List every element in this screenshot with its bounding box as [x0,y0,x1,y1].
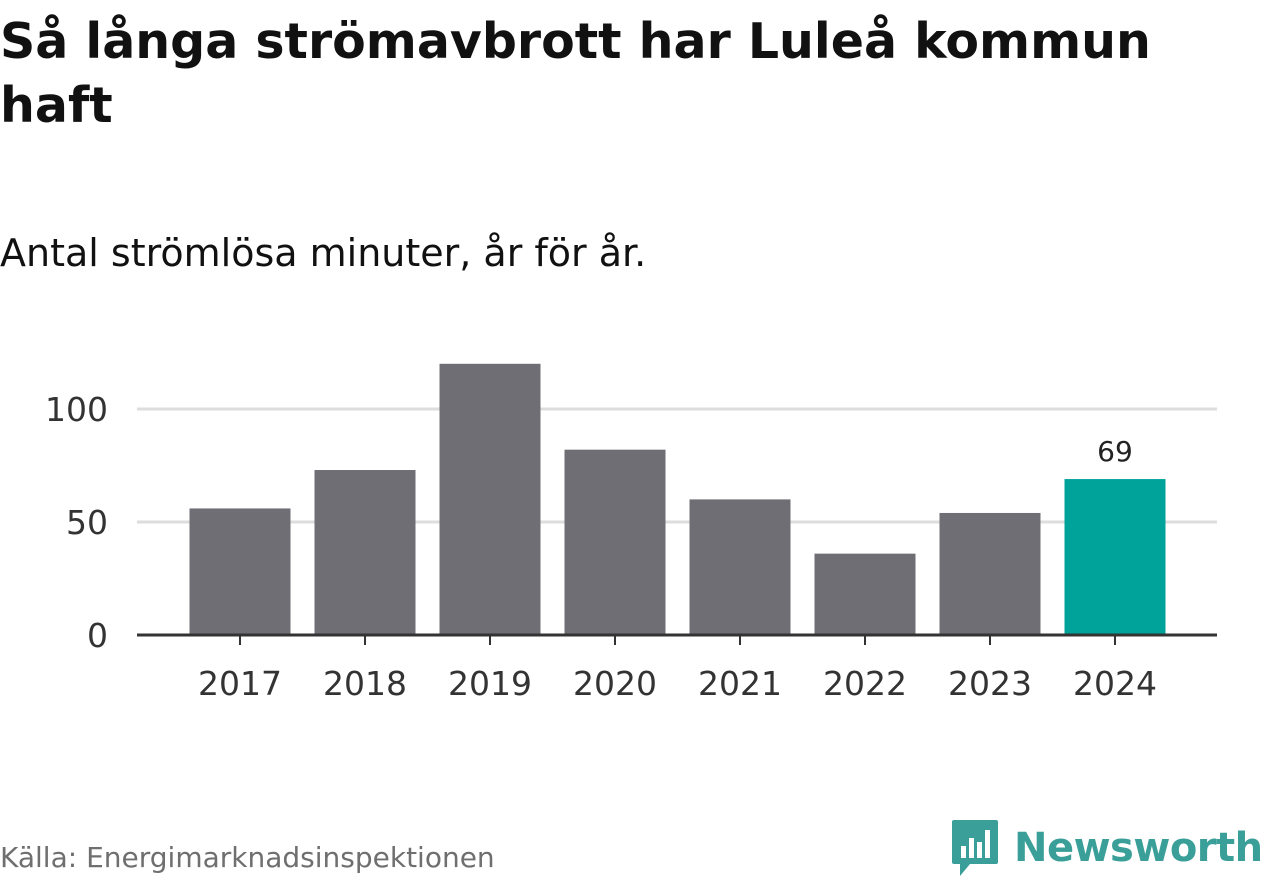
newsworthy-brand: Newsworthy [950,818,1262,878]
bar-2021 [689,499,791,635]
chart-title: Så långa strömavbrott har Luleå kommun h… [0,13,1151,134]
y-tick-label: 100 [45,390,108,429]
data-label: 69 [1097,435,1133,468]
y-tick-label: 0 [87,616,108,655]
x-tick-label: 2018 [323,664,407,703]
bar-2024 [1064,479,1166,635]
bar-2017 [189,508,291,635]
x-tick-label: 2017 [198,664,282,703]
newsworthy-logo-icon [952,820,998,876]
bar-2019 [439,363,541,635]
y-tick-label: 50 [66,503,108,542]
bar-2022 [814,553,916,635]
x-tick-label: 2024 [1073,664,1157,703]
x-tick-label: 2021 [698,664,782,703]
bar-2023 [939,512,1041,635]
bar-2018 [314,470,416,635]
x-tick-label: 2023 [948,664,1032,703]
bar-2020 [564,449,666,635]
chart-subtitle: Antal strömlösa minuter, år för år. [0,231,647,275]
x-tick-label: 2022 [823,664,907,703]
source-note: Källa: Energimarknadsinspektionen [0,841,495,874]
brand-name: Newsworthy [1014,825,1262,871]
x-tick-label: 2020 [573,664,657,703]
x-tick-label: 2019 [448,664,532,703]
